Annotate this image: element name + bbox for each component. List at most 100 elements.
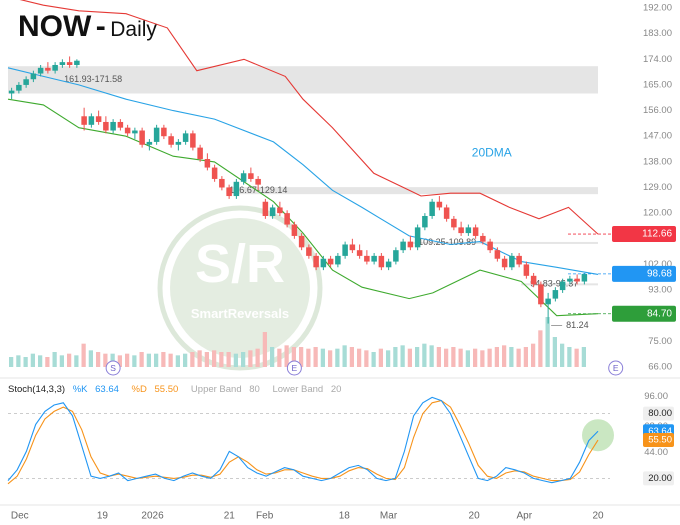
candle-body	[219, 178, 225, 188]
volume-bar	[204, 352, 209, 367]
volume-bar	[502, 345, 507, 367]
event-marker	[105, 360, 121, 376]
candle-body	[545, 298, 551, 305]
volume-bar	[125, 353, 130, 367]
volume-bar	[436, 347, 441, 367]
volume-bar	[284, 345, 289, 367]
stoch-tag-label: 20.00	[648, 473, 672, 484]
candle-body	[45, 67, 51, 71]
watermark-logo-text: S/R	[195, 234, 285, 294]
volume-bar	[197, 350, 202, 367]
volume-bar	[16, 355, 21, 367]
lower-band-label: Lower Band	[272, 384, 324, 395]
candle-body	[117, 121, 124, 128]
volume-bar	[226, 352, 231, 367]
candle-body	[103, 121, 109, 131]
candle-body	[269, 207, 276, 216]
stoch-tag-box	[643, 433, 674, 448]
volume-bar	[516, 348, 521, 367]
candle-body	[538, 284, 544, 305]
volume-bar	[494, 347, 499, 367]
volume-bar	[103, 353, 108, 367]
price-tag-box	[612, 265, 676, 282]
candle-body	[443, 207, 450, 219]
candle-body	[175, 141, 182, 145]
candle-body	[422, 215, 428, 228]
stoch-tag-label: 55.50	[648, 435, 672, 446]
candle-body	[168, 136, 174, 145]
lower-band-line	[7, 98, 599, 317]
candle-body	[356, 250, 363, 256]
volume-bar	[386, 350, 391, 367]
volume-bar	[473, 348, 478, 367]
volume-bar	[299, 347, 304, 367]
x-axis-label: Apr	[516, 511, 532, 522]
candle-body	[291, 224, 298, 236]
candle-body	[66, 62, 73, 65]
volume-bar	[538, 330, 543, 367]
volume-bar	[38, 355, 43, 367]
volume-bar	[132, 355, 137, 367]
candle-body	[371, 255, 377, 262]
low-marker-label: 81.24	[566, 320, 589, 330]
upper-band-label: Upper Band	[190, 384, 242, 395]
lower-band-value: 20	[330, 384, 342, 395]
candle-body	[407, 241, 414, 248]
watermark-ring	[157, 205, 323, 371]
candle-body	[385, 261, 392, 268]
candle-body	[378, 255, 385, 268]
candle-body	[226, 187, 232, 197]
candle-body	[16, 84, 22, 91]
candle-body	[37, 67, 44, 74]
volume-bar	[175, 355, 180, 367]
price-tick-label: 165.00	[643, 79, 672, 90]
candle-body	[74, 60, 80, 65]
candle-body	[88, 116, 95, 125]
volume-bar	[371, 352, 376, 367]
candle-body	[567, 278, 573, 282]
candle-body	[284, 213, 290, 225]
candle-body	[306, 247, 312, 256]
volume-bar	[357, 348, 362, 367]
candle-body	[480, 235, 486, 242]
price-tick-label: 75.00	[648, 336, 672, 347]
stoch-k-line	[7, 396, 599, 484]
price-tick-label: 183.00	[643, 28, 672, 39]
volume-bar	[422, 343, 427, 367]
event-marker-letter: S	[110, 363, 116, 373]
price-tick-label: 120.00	[643, 208, 672, 219]
candle-body	[240, 173, 247, 182]
candle-body	[530, 275, 537, 285]
volume-bar	[451, 347, 456, 367]
candle-body	[139, 130, 145, 145]
volume-bar	[407, 348, 412, 367]
candle-body	[472, 227, 479, 236]
volume-bar	[241, 352, 246, 367]
volume-bar	[248, 350, 253, 367]
upper-band-line	[19, 0, 599, 235]
candle-body	[349, 244, 356, 251]
price-tag-label: 84.70	[647, 308, 672, 319]
volume-bar	[465, 350, 470, 367]
title-separator: -	[95, 10, 106, 43]
candle-body	[574, 278, 580, 282]
x-axis-label: Dec	[11, 511, 29, 522]
sma20-line	[7, 67, 599, 275]
volume-bar	[581, 347, 586, 367]
price-tick-label: 156.00	[643, 105, 672, 116]
candle-body	[8, 90, 15, 94]
candle-body	[30, 73, 37, 80]
volume-bar	[444, 348, 449, 367]
stoch-d-value: 55.50	[154, 384, 179, 395]
volume-bar	[393, 347, 398, 367]
candle-body	[342, 244, 348, 256]
price-tick-label: 93.00	[648, 285, 672, 296]
volume-bar	[552, 337, 557, 367]
stoch-k-value: 63.64	[95, 384, 119, 395]
candle-body	[581, 273, 588, 282]
volume-bar	[233, 353, 238, 367]
volume-bar	[378, 348, 383, 367]
candle-body	[458, 227, 464, 234]
volume-bar	[88, 350, 93, 367]
